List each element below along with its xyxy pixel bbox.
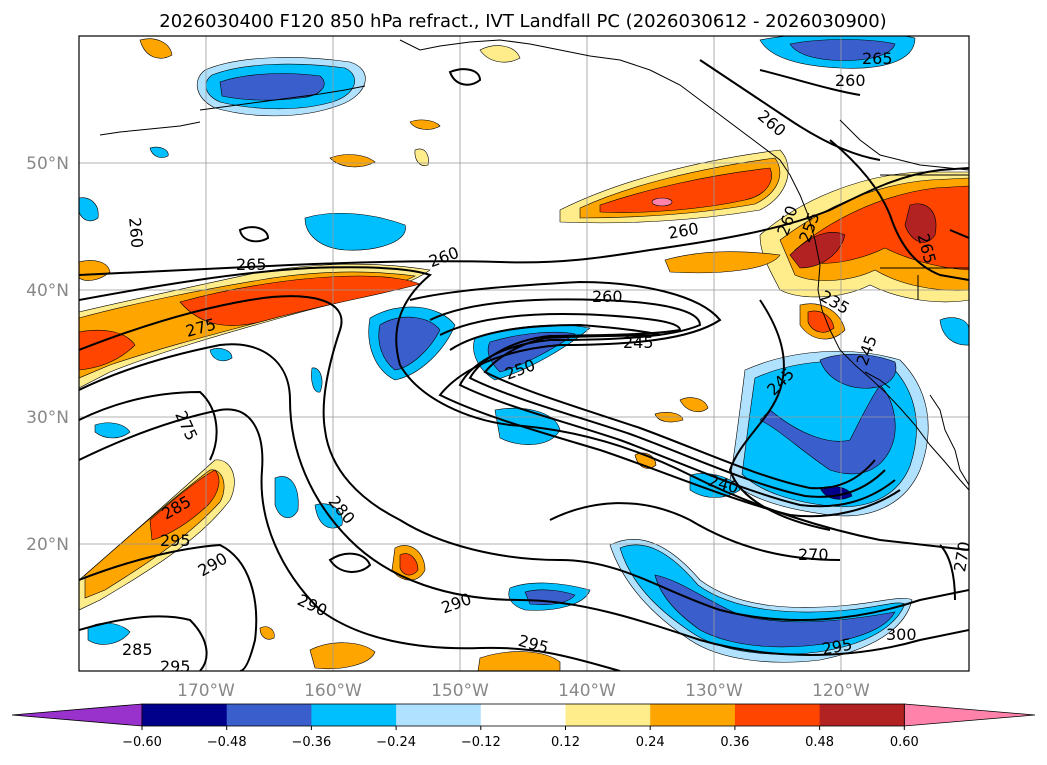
svg-text:260: 260	[835, 71, 866, 90]
svg-text:270: 270	[798, 545, 829, 564]
colorbar-tick-label: 0.24	[636, 735, 665, 750]
lon-label-170w: 170°W	[177, 681, 235, 701]
colorbar-tick-label: 0.36	[720, 735, 749, 750]
colorbar-tick-label: −0.24	[376, 735, 416, 750]
figure-title: 2026030400 F120 850 hPa refract., IVT La…	[159, 11, 886, 32]
colorbar-segment	[565, 704, 651, 726]
negative-anomaly-field	[79, 36, 969, 663]
colorbar-segment	[396, 704, 482, 726]
svg-text:245: 245	[623, 333, 654, 352]
graticule	[79, 36, 969, 671]
colorbar-extend-high	[903, 703, 1036, 727]
colorbar-segment	[226, 704, 312, 726]
colorbar-segment	[650, 704, 736, 726]
svg-text:295: 295	[160, 531, 191, 550]
lon-label-140w: 140°W	[558, 681, 616, 701]
colorbar-tick-label: −0.36	[291, 735, 331, 750]
lon-label-160w: 160°W	[304, 681, 362, 701]
svg-text:260: 260	[125, 217, 147, 249]
lon-label-130w: 130°W	[685, 681, 743, 701]
colorbar-segment	[480, 704, 566, 726]
colorbar-tick-label: −0.60	[122, 735, 162, 750]
svg-text:285: 285	[122, 640, 153, 659]
colorbar-segment	[311, 704, 397, 726]
colorbar-ticks: −0.60 −0.48 −0.36 −0.24 −0.12 0.12 0.24 0.36 0.4…	[122, 726, 919, 750]
longitude-labels: 170°W 160°W 150°W 140°W 130°W 120°W	[177, 681, 870, 701]
colorbar-tick-label: 0.60	[890, 735, 919, 750]
svg-text:300: 300	[886, 625, 917, 644]
colorbar-extend-low	[11, 703, 143, 727]
colorbar-segment	[142, 704, 228, 726]
svg-text:260: 260	[592, 287, 623, 306]
svg-text:265: 265	[236, 255, 267, 274]
refractivity-contours	[79, 59, 969, 671]
colorbar-tick-label: −0.48	[207, 735, 247, 750]
lat-label-40n: 40°N	[26, 281, 69, 301]
svg-text:270: 270	[950, 540, 974, 573]
lon-label-150w: 150°W	[431, 681, 489, 701]
map-panel: 265 260 260 260 260 260 265 260 260 245 …	[79, 36, 974, 676]
coastlines	[99, 39, 969, 491]
lon-label-120w: 120°W	[812, 681, 870, 701]
colorbar-segment	[734, 704, 821, 726]
lat-label-50n: 50°N	[26, 154, 69, 174]
positive-anomaly-field	[79, 38, 969, 671]
colorbar-border	[141, 703, 905, 727]
svg-text:265: 265	[862, 49, 893, 68]
colorbar-tick-label: 0.12	[551, 735, 580, 750]
colorbar-tick-label: −0.12	[461, 735, 501, 750]
latitude-labels: 50°N 40°N 30°N 20°N	[26, 154, 69, 555]
lat-label-30n: 30°N	[26, 408, 69, 428]
lat-label-20n: 20°N	[26, 535, 69, 555]
svg-text:295: 295	[160, 657, 191, 676]
map-border	[78, 35, 970, 672]
colorbar-segment	[819, 704, 905, 726]
colorbar	[11, 703, 1036, 727]
colorbar-tick-label: 0.48	[805, 735, 834, 750]
